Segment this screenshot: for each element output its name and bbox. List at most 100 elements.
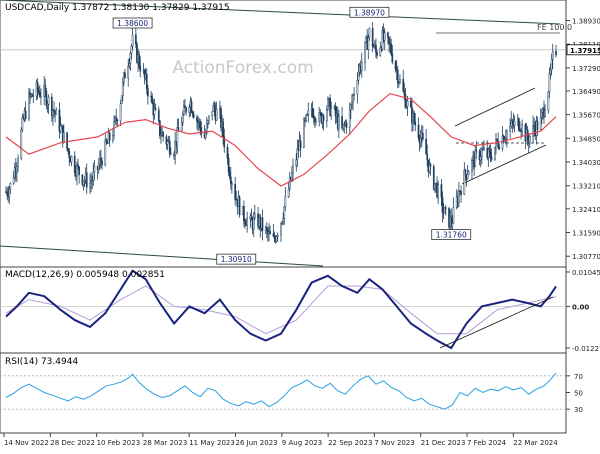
- candle-body: [479, 156, 482, 161]
- candle-body: [441, 196, 444, 213]
- candle-body: [364, 41, 366, 63]
- rsi-tick-label: 70: [574, 373, 583, 381]
- candle-body: [59, 125, 62, 132]
- candle-body: [478, 151, 481, 161]
- price-tick-label: 1.33210: [572, 183, 600, 191]
- rsi-lines: [0, 372, 566, 410]
- candle-body: [83, 179, 86, 182]
- price-axis: 1.389301.381101.372901.364901.356701.348…: [566, 17, 600, 261]
- candle-body: [162, 132, 164, 137]
- candle-body: [458, 190, 460, 203]
- candle-body: [273, 235, 276, 239]
- x-tick-label: 10 Feb 2023: [97, 439, 141, 447]
- candle-body: [511, 120, 514, 123]
- candle-body: [371, 28, 374, 47]
- candle-body: [341, 115, 343, 129]
- candle-body: [20, 129, 23, 159]
- candle-body: [405, 106, 408, 108]
- candle-body: [437, 184, 439, 197]
- candle-body: [222, 121, 225, 137]
- x-tick-label: 28 Mar 2023: [143, 439, 187, 447]
- candle-body: [414, 121, 417, 126]
- candle-body: [351, 101, 353, 105]
- candle-body: [489, 152, 492, 158]
- top-trendline: [0, 0, 561, 25]
- candle-body: [287, 188, 290, 197]
- candle-body: [280, 223, 282, 236]
- candle-body: [402, 79, 405, 92]
- candle-body: [443, 207, 446, 214]
- time-axis: 14 Nov 2022 28 Dec 2022 10 Feb 2023 28 Mar …: [3, 433, 558, 447]
- candle-body: [92, 171, 95, 181]
- price-tick-label: 1.31590: [572, 230, 600, 238]
- price-tick-label: 1.35670: [572, 112, 600, 120]
- candle-body: [6, 191, 8, 196]
- candle-body: [66, 132, 68, 149]
- candle-body: [440, 184, 443, 198]
- candle-body: [269, 231, 271, 235]
- macd-signal-line: [5, 285, 557, 335]
- candle-body: [130, 45, 133, 54]
- x-tick-label: 28 Dec 2022: [50, 439, 95, 447]
- candle-body: [460, 190, 462, 195]
- candle-body: [121, 81, 124, 97]
- candle-body: [379, 47, 382, 56]
- candle-body: [196, 117, 198, 122]
- candle-body: [498, 146, 501, 149]
- candle-body: [190, 101, 193, 113]
- candle-body: [490, 157, 493, 160]
- candle-body: [334, 106, 337, 117]
- macd-tick-label: -0.012276: [572, 345, 600, 353]
- macd-tick-label: 0.00: [572, 303, 589, 311]
- candle-body: [450, 216, 453, 227]
- candle-body: [322, 115, 325, 122]
- candle-body: [518, 118, 520, 131]
- candle-body: [89, 182, 91, 188]
- candle-body: [46, 104, 49, 106]
- annotation-box: [431, 229, 472, 241]
- candle-body: [180, 122, 183, 131]
- candle-body: [330, 107, 333, 116]
- candle-body: [228, 171, 231, 178]
- macd-trendline: [439, 296, 554, 349]
- candle-body: [388, 37, 390, 44]
- candle-body: [81, 174, 84, 185]
- candle-body: [551, 51, 554, 60]
- candle-body: [342, 123, 345, 129]
- candle-body: [368, 28, 371, 38]
- candle-body: [306, 114, 309, 116]
- candle-body: [315, 120, 317, 123]
- candle-body: [159, 120, 161, 136]
- candle-body: [78, 166, 80, 176]
- candle-body: [70, 155, 73, 163]
- candle-body: [50, 96, 53, 116]
- x-tick-label: 7 Nov 2023: [374, 439, 414, 447]
- candle-body: [349, 104, 352, 111]
- candle-body: [32, 95, 35, 97]
- candle-body: [176, 127, 179, 147]
- candle-body: [550, 58, 553, 71]
- candle-body: [166, 141, 169, 145]
- candle-body: [521, 124, 524, 132]
- price-candles: [5, 22, 557, 244]
- x-tick-label: 21 Dec 2023: [421, 439, 466, 447]
- candle-body: [169, 153, 172, 155]
- x-tick-label: 7 Feb 2024: [467, 439, 507, 447]
- candle-body: [413, 112, 415, 123]
- candle-body: [536, 120, 539, 130]
- candle-body: [547, 91, 550, 112]
- candle-body: [77, 164, 79, 168]
- candle-body: [12, 177, 15, 184]
- candle-body: [475, 150, 478, 152]
- candle-body: [246, 218, 249, 226]
- candle-body: [544, 110, 546, 117]
- candle-body: [181, 114, 184, 124]
- candle-body: [229, 176, 232, 184]
- candle-body: [513, 120, 516, 126]
- candle-body: [128, 63, 131, 67]
- candle-body: [227, 158, 230, 173]
- candle-body: [153, 107, 156, 116]
- candle-body: [151, 96, 154, 104]
- candle-body: [305, 114, 307, 121]
- candle-body: [188, 106, 191, 113]
